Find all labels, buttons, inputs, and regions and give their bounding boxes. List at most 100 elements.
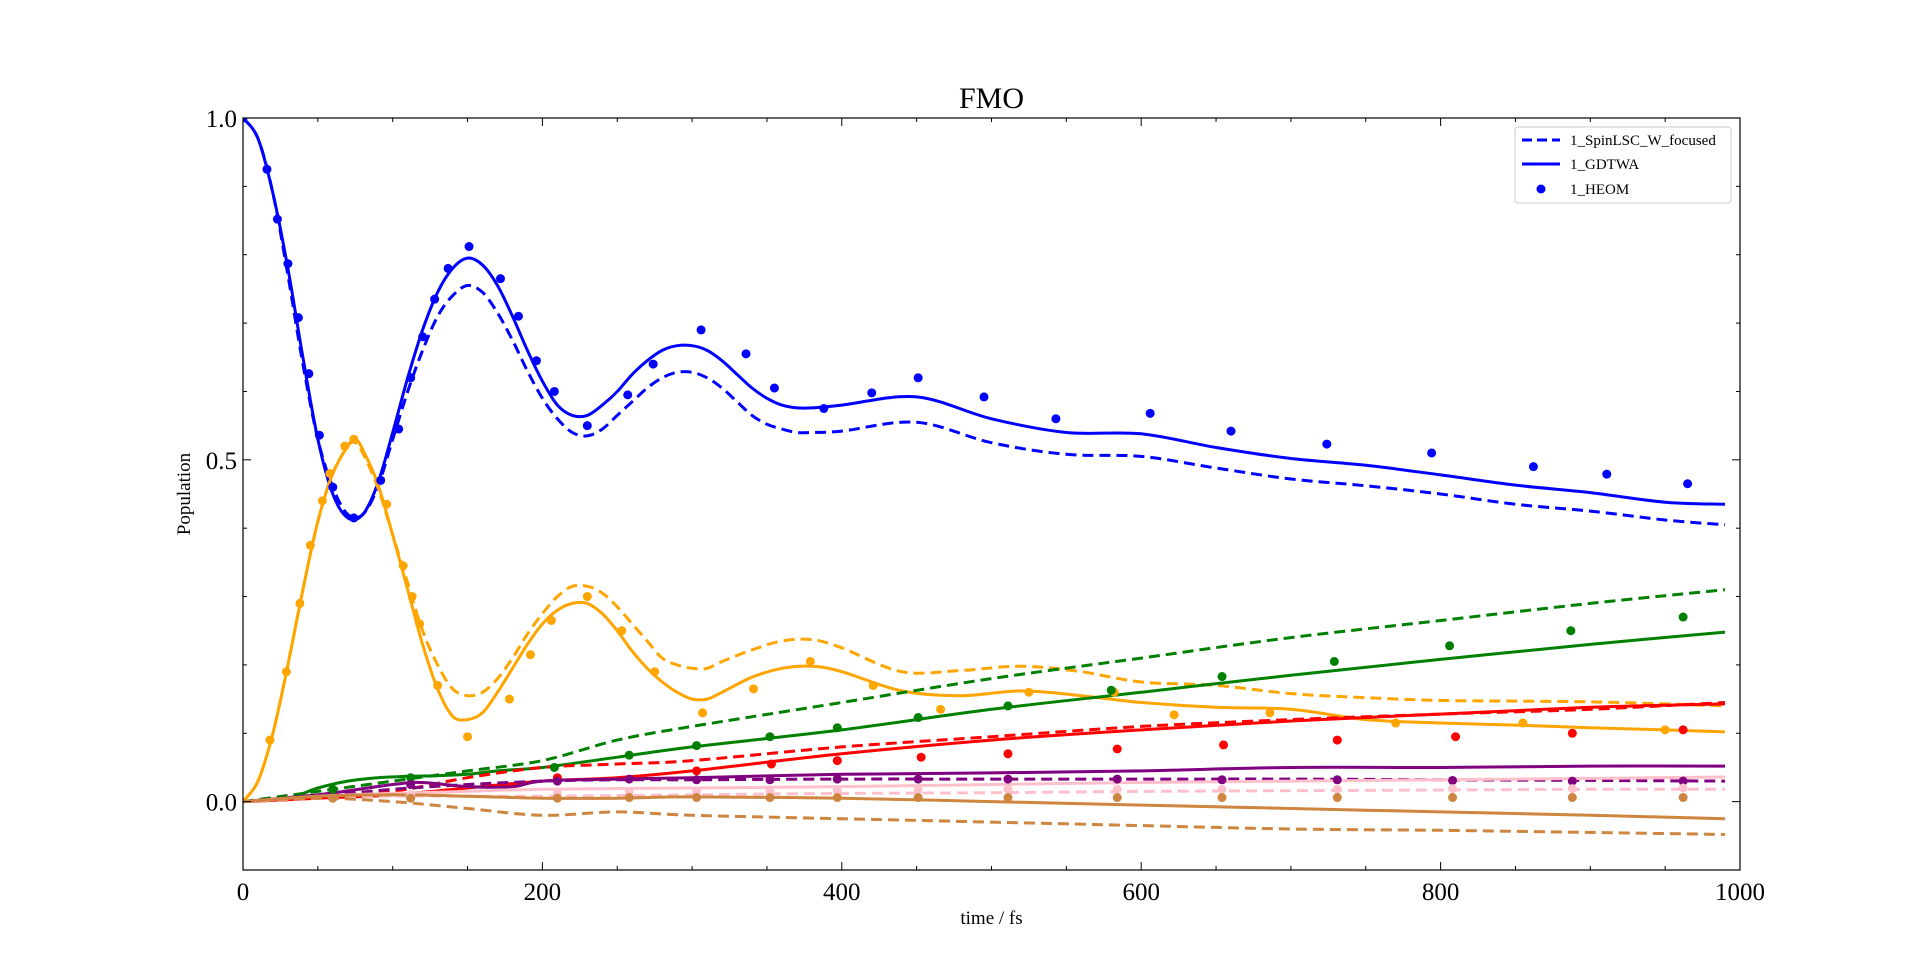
series-point: [552, 793, 562, 803]
series-point: [1217, 775, 1227, 785]
series-point: [1051, 414, 1061, 424]
series-point: [328, 784, 338, 794]
series-point: [430, 294, 440, 304]
series-point: [415, 619, 425, 629]
series-point: [805, 656, 815, 666]
series-point: [624, 793, 634, 803]
series-point: [979, 392, 989, 402]
y-axis-label: Population: [174, 452, 195, 535]
series-point: [692, 775, 702, 785]
series-point: [295, 598, 305, 608]
plot-background: [243, 118, 1740, 870]
x-tick-label: 1000: [1715, 879, 1765, 906]
tick-layer: 0 200 400 600 800 1000 0.0 0.5 1.0: [206, 106, 1765, 906]
legend-label-spinlsc: 1_SpinLSC_W_focused: [1570, 133, 1716, 149]
series-point: [418, 332, 428, 342]
series-point: [1678, 725, 1688, 735]
legend-label-heom: 1_HEOM: [1570, 182, 1629, 198]
series-point: [293, 313, 303, 323]
series-point: [406, 773, 416, 783]
series-point: [1003, 774, 1013, 784]
series-point: [832, 793, 842, 803]
series-point: [913, 793, 923, 803]
series-point: [317, 496, 327, 506]
series-point: [913, 713, 923, 723]
series-point: [766, 759, 776, 769]
series-point: [1332, 793, 1342, 803]
series-point: [265, 735, 275, 745]
series-point: [549, 386, 559, 396]
series-point: [398, 561, 408, 571]
series-point: [765, 786, 775, 796]
series-point: [692, 793, 702, 803]
series-point: [1217, 784, 1227, 794]
series-point: [624, 786, 634, 796]
series-point: [650, 667, 660, 677]
series-point: [1678, 783, 1688, 793]
series-point: [617, 626, 627, 636]
series-point: [1602, 469, 1612, 479]
series-point: [328, 793, 338, 803]
series-point: [832, 786, 842, 796]
series-point: [1003, 749, 1013, 759]
series-point: [1226, 426, 1236, 436]
series-point: [832, 774, 842, 784]
series-point: [376, 475, 386, 485]
series-point: [1678, 793, 1688, 803]
series-point: [916, 752, 926, 762]
series-point: [1265, 708, 1275, 718]
series-point: [1391, 718, 1401, 728]
chart-title: FMO: [959, 82, 1024, 115]
series-point: [407, 592, 417, 602]
series-point: [1528, 462, 1538, 472]
series-point: [406, 373, 416, 383]
series-point: [832, 723, 842, 733]
series-point: [624, 774, 634, 784]
series-point: [349, 513, 359, 523]
series-point: [1518, 718, 1528, 728]
y-tick-label: 0.5: [206, 448, 237, 475]
series-point: [936, 704, 946, 714]
y-tick-label: 0.0: [206, 790, 237, 817]
series-point: [525, 650, 535, 660]
series-point: [868, 680, 878, 690]
series-point: [1678, 612, 1688, 622]
series-point: [913, 785, 923, 795]
series-point: [406, 780, 416, 790]
legend-box: [1514, 126, 1732, 204]
series-point: [1112, 784, 1122, 794]
series-point: [692, 786, 702, 796]
series-point: [495, 274, 505, 284]
series-point: [304, 369, 314, 379]
series-point: [696, 325, 706, 335]
series-point: [741, 349, 751, 359]
series-line: [243, 118, 1726, 522]
series-point: [243, 118, 248, 123]
series-layer: [243, 118, 1726, 836]
series-point: [1112, 793, 1122, 803]
series-line: [243, 796, 1726, 836]
x-tick-label: 0: [237, 879, 250, 906]
series-point: [443, 263, 453, 273]
series-point: [1003, 793, 1013, 803]
series-point: [624, 750, 634, 760]
series-point: [1217, 793, 1227, 803]
series-point: [582, 421, 592, 431]
series-point: [325, 468, 335, 478]
series-point: [340, 441, 350, 451]
legend-label-gdtwa: 1_GDTWA: [1570, 157, 1639, 173]
series-point: [1003, 784, 1013, 794]
series-point: [1106, 685, 1116, 695]
series-point: [832, 756, 842, 766]
series-point: [349, 434, 359, 444]
series-point: [463, 732, 473, 742]
legend: 1_SpinLSC_W_focused 1_GDTWA 1_HEOM: [1514, 126, 1732, 204]
series-point: [1567, 728, 1577, 738]
series-point: [1003, 701, 1013, 711]
series-point: [913, 774, 923, 784]
legend-dot-sample: [1536, 184, 1546, 194]
series-point: [1660, 725, 1670, 735]
series-point: [1448, 784, 1458, 794]
series-point: [1332, 775, 1342, 785]
